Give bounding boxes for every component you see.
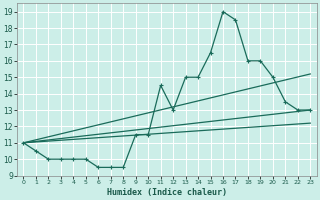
- X-axis label: Humidex (Indice chaleur): Humidex (Indice chaleur): [107, 188, 227, 197]
